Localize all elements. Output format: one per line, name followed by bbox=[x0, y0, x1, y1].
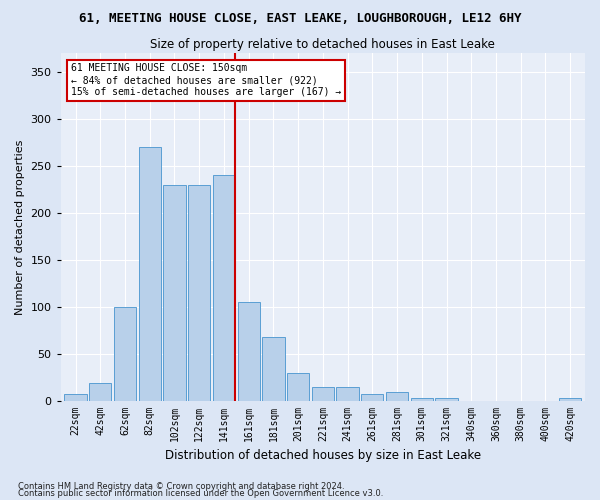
Bar bbox=[262, 337, 284, 401]
Bar bbox=[213, 176, 235, 401]
Bar bbox=[89, 383, 112, 401]
Bar bbox=[386, 392, 408, 401]
Bar bbox=[559, 398, 581, 401]
Bar bbox=[410, 398, 433, 401]
Bar bbox=[436, 398, 458, 401]
Bar bbox=[238, 302, 260, 401]
Bar bbox=[287, 373, 309, 401]
Bar bbox=[163, 184, 185, 401]
Bar bbox=[114, 307, 136, 401]
Bar bbox=[139, 147, 161, 401]
Bar bbox=[337, 387, 359, 401]
Bar bbox=[188, 184, 211, 401]
X-axis label: Distribution of detached houses by size in East Leake: Distribution of detached houses by size … bbox=[165, 450, 481, 462]
Title: Size of property relative to detached houses in East Leake: Size of property relative to detached ho… bbox=[151, 38, 495, 51]
Bar bbox=[312, 387, 334, 401]
Bar bbox=[361, 394, 383, 401]
Text: 61, MEETING HOUSE CLOSE, EAST LEAKE, LOUGHBOROUGH, LE12 6HY: 61, MEETING HOUSE CLOSE, EAST LEAKE, LOU… bbox=[79, 12, 521, 26]
Text: Contains HM Land Registry data © Crown copyright and database right 2024.: Contains HM Land Registry data © Crown c… bbox=[18, 482, 344, 491]
Text: Contains public sector information licensed under the Open Government Licence v3: Contains public sector information licen… bbox=[18, 490, 383, 498]
Bar bbox=[64, 394, 86, 401]
Text: 61 MEETING HOUSE CLOSE: 150sqm
← 84% of detached houses are smaller (922)
15% of: 61 MEETING HOUSE CLOSE: 150sqm ← 84% of … bbox=[71, 64, 341, 96]
Y-axis label: Number of detached properties: Number of detached properties bbox=[15, 140, 25, 314]
